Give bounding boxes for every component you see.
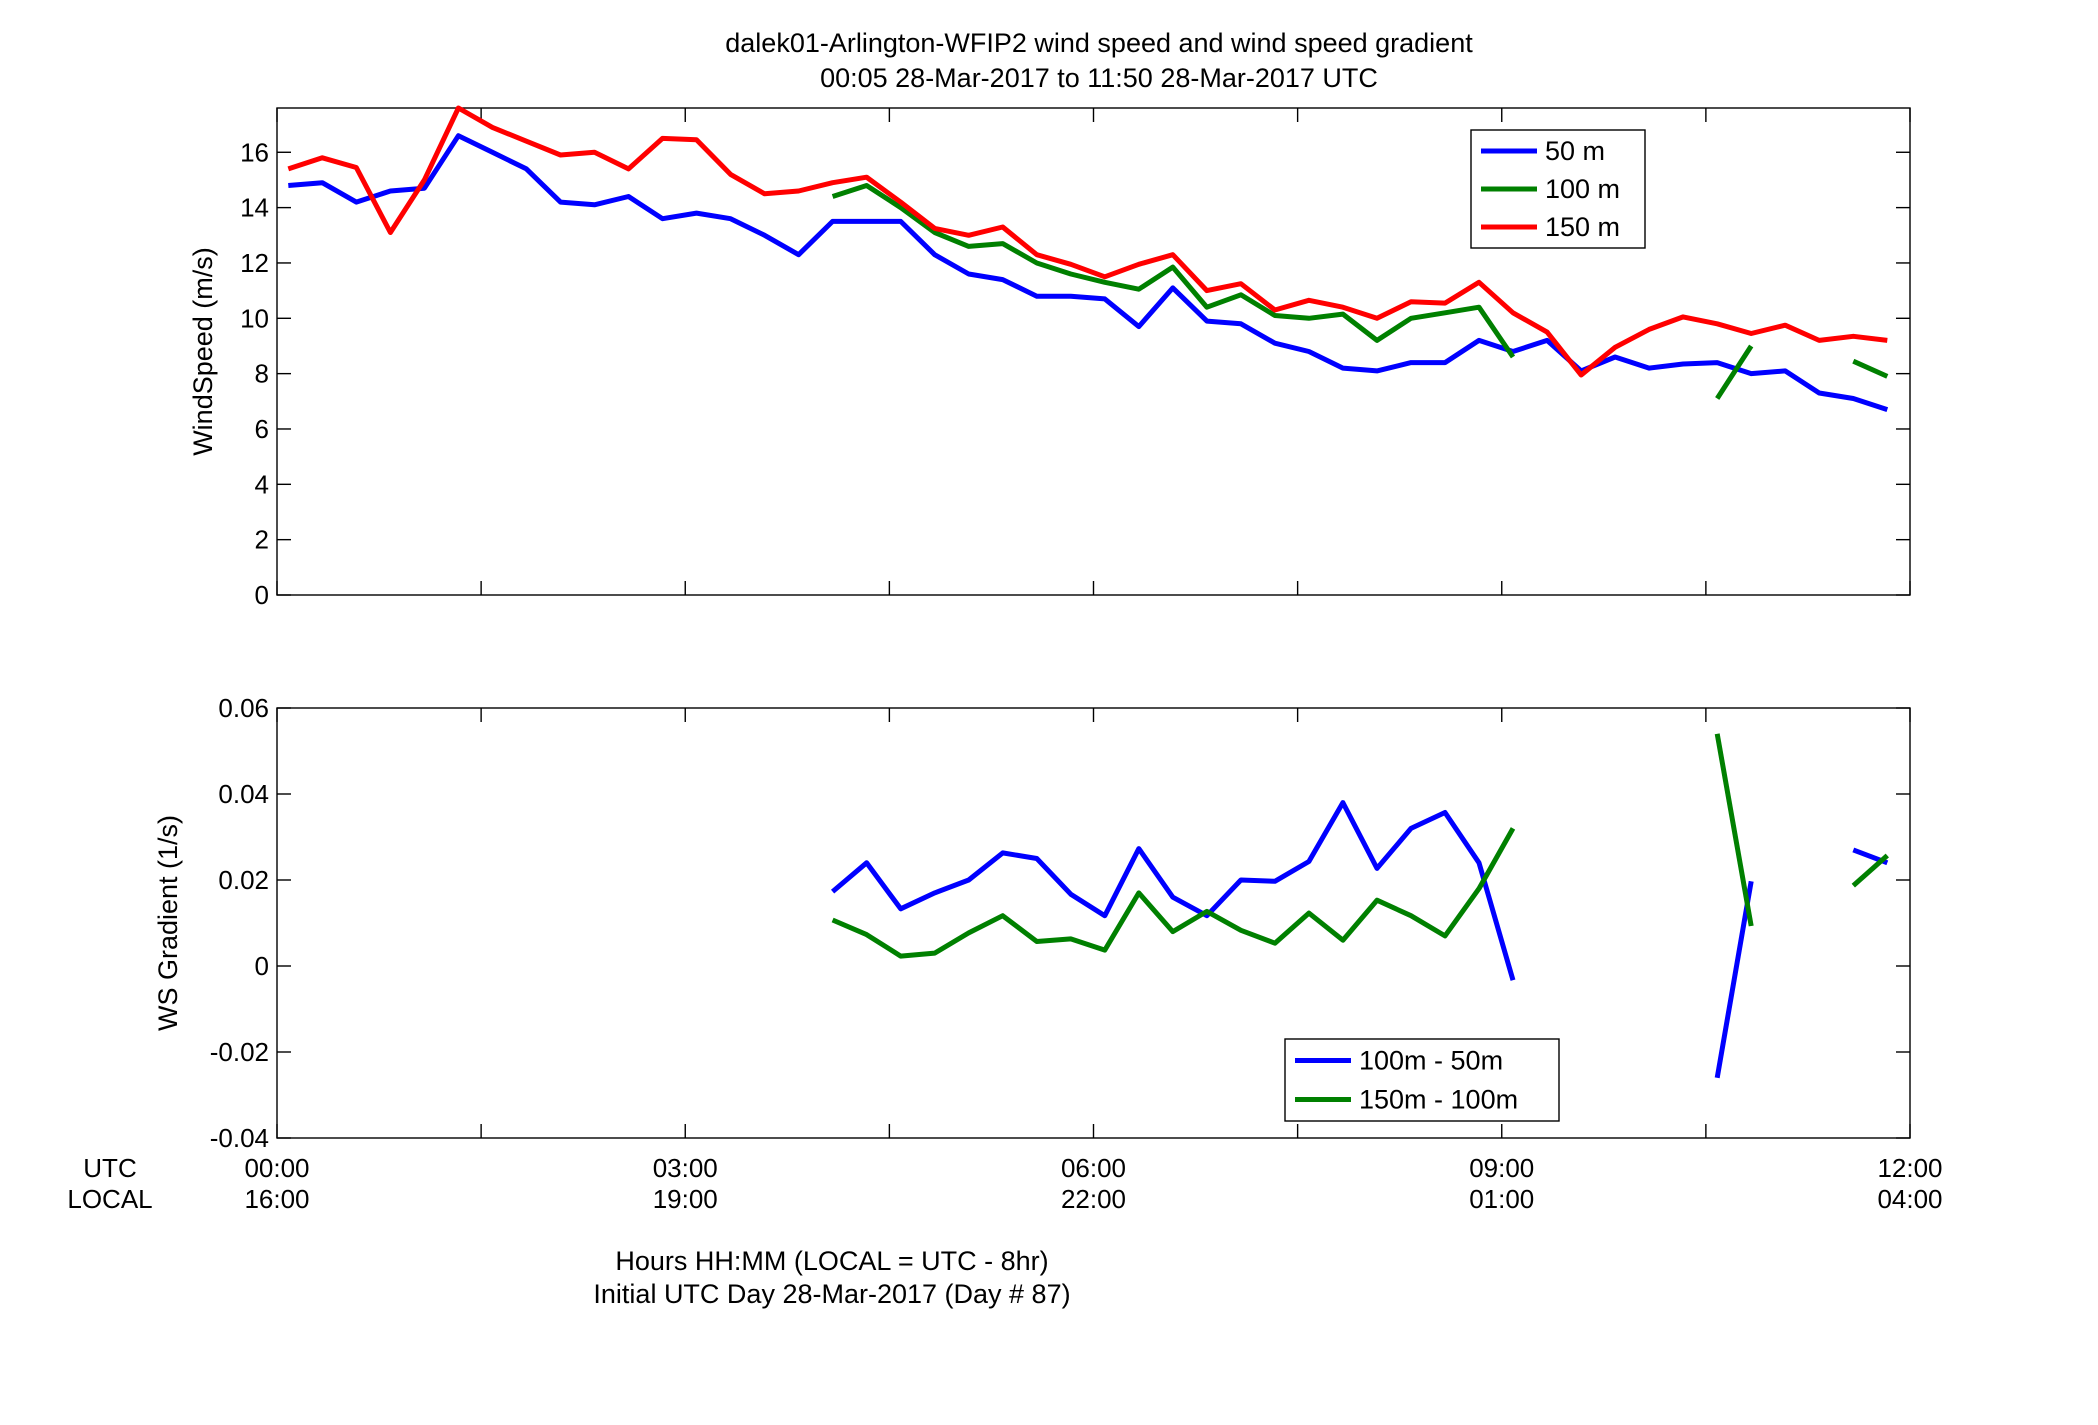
windspeed-y-tick-label: 2 bbox=[255, 525, 269, 555]
windspeed-y-tick-label: 8 bbox=[255, 359, 269, 389]
x-tick-label-utc: 00:00 bbox=[244, 1153, 309, 1183]
gradient-y-tick-label: -0.02 bbox=[210, 1037, 269, 1067]
x-axis-label-line1: Hours HH:MM (LOCAL = UTC - 8hr) bbox=[615, 1246, 1048, 1276]
gradient-series-150m-100m-segment-3 bbox=[1851, 853, 1889, 888]
gradient-legend-box bbox=[1284, 1038, 1560, 1122]
local-row-label: LOCAL bbox=[67, 1184, 152, 1214]
gradient-plot-frame bbox=[276, 707, 1911, 1139]
windspeed-y-tick-label: 6 bbox=[255, 414, 269, 444]
gradient-y-tick-label: 0.06 bbox=[218, 693, 269, 723]
gradient-y-tick-label: 0.02 bbox=[218, 865, 269, 895]
windspeed-series-100-m-segment-1 bbox=[831, 183, 1516, 359]
windspeed-y-axis-label: WindSpeed (m/s) bbox=[188, 247, 218, 456]
x-axis-label-line2: Initial UTC Day 28-Mar-2017 (Day # 87) bbox=[593, 1279, 1070, 1309]
windspeed-legend-label: 100 m bbox=[1545, 174, 1620, 204]
chart-title-line2: 00:05 28-Mar-2017 to 11:50 28-Mar-2017 U… bbox=[820, 63, 1378, 93]
gradient-panel: -0.04 -0.02 0 0.02 0.04 0.06 WS Gradient (1/s)… bbox=[153, 693, 1911, 1153]
gradient-series-150m-100m-segment-2 bbox=[1714, 733, 1754, 927]
x-tick-label-utc: 12:00 bbox=[1877, 1153, 1942, 1183]
windspeed-panel: 0 2 4 6 8 10 12 14 16 WindSpeed (m/s) 50 m 100 m 150… bbox=[188, 105, 1911, 610]
windspeed-y-tick-label: 14 bbox=[240, 193, 269, 223]
windspeed-series-100-m-segment-3 bbox=[1852, 358, 1889, 379]
gradient-series-150m-100m-segment-1 bbox=[831, 827, 1516, 959]
x-tick-label-utc: 06:00 bbox=[1061, 1153, 1126, 1183]
gradient-y-tick-label: -0.04 bbox=[210, 1123, 269, 1153]
x-tick-label-utc: 09:00 bbox=[1469, 1153, 1534, 1183]
x-tick-label-utc: 03:00 bbox=[653, 1153, 718, 1183]
gradient-series-100m-50m-segment-2 bbox=[1714, 880, 1754, 1079]
gradient-legend-label: 100m - 50m bbox=[1359, 1046, 1503, 1076]
x-tick-label-local: 16:00 bbox=[244, 1184, 309, 1214]
gradient-legend: 100m - 50m 150m - 100m bbox=[1284, 1038, 1560, 1122]
windspeed-legend-label: 50 m bbox=[1545, 136, 1605, 166]
windspeed-series-150-m-segment-1 bbox=[287, 105, 1888, 378]
x-tick-label-local: 22:00 bbox=[1061, 1184, 1126, 1214]
windspeed-y-tick-label: 16 bbox=[240, 137, 269, 167]
chart-title-line1: dalek01-Arlington-WFIP2 wind speed and w… bbox=[725, 28, 1473, 58]
windspeed-legend-label: 150 m bbox=[1545, 212, 1620, 242]
windspeed-legend: 50 m 100 m 150 m bbox=[1470, 129, 1646, 249]
windspeed-y-tick-label: 4 bbox=[255, 469, 269, 499]
gradient-y-tick-label: 0 bbox=[255, 951, 269, 981]
windspeed-series-50-m-segment-1 bbox=[288, 133, 1889, 412]
windspeed-series-100-m-segment-2 bbox=[1715, 344, 1754, 400]
x-tick-label-local: 19:00 bbox=[653, 1184, 718, 1214]
utc-row-label: UTC bbox=[83, 1153, 136, 1183]
windspeed-y-tick-label: 10 bbox=[240, 303, 269, 333]
windspeed-plot-frame bbox=[276, 107, 1911, 596]
gradient-legend-label: 150m - 100m bbox=[1359, 1085, 1518, 1115]
gradient-y-tick-label: 0.04 bbox=[218, 779, 269, 809]
gradient-series-100m-50m-segment-1 bbox=[830, 800, 1516, 981]
windspeed-y-tick-label: 0 bbox=[255, 580, 269, 610]
x-tick-label-local: 01:00 bbox=[1469, 1184, 1534, 1214]
x-tick-label-local: 04:00 bbox=[1877, 1184, 1942, 1214]
gradient-y-axis-label: WS Gradient (1/s) bbox=[153, 815, 183, 1031]
windspeed-y-tick-label: 12 bbox=[240, 248, 269, 278]
